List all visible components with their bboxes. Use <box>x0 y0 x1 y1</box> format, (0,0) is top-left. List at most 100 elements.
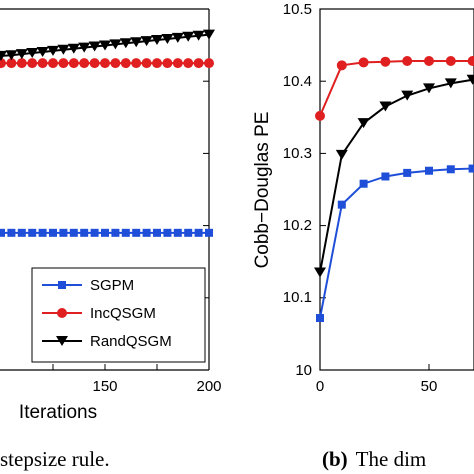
left-data-point-sgpm <box>121 228 130 237</box>
right-data-point-sgpm <box>468 164 474 173</box>
left-data-point-sgpm <box>17 228 26 237</box>
right-caption-label: (b) <box>322 447 348 471</box>
left-data-point-randqsgm <box>26 48 39 59</box>
left-data-point-incqsgm <box>193 58 204 69</box>
left-data-point-incqsgm <box>204 58 214 69</box>
right-data-point-incqsgm <box>336 60 347 71</box>
left-data-point-incqsgm <box>183 58 194 69</box>
left-data-point-randqsgm <box>15 49 28 60</box>
left-data-point-sgpm <box>80 228 89 237</box>
right-caption: (b) The dim <box>322 447 426 471</box>
right-x-tick-label: 0 <box>316 378 324 395</box>
left-data-point-randqsgm <box>130 37 143 48</box>
right-data-point-incqsgm <box>424 55 434 66</box>
right-y-axis-label: Cobb−Douglas PE <box>252 112 273 269</box>
legend-item-sgpm: SGPM <box>42 277 134 294</box>
left-data-point-sgpm <box>184 228 193 237</box>
left-data-point-randqsgm <box>171 32 184 43</box>
left-chart-panel: 150 200 Iterations SGPM IncQSGM RandQSGM… <box>0 8 222 471</box>
right-data-point-randqsgm <box>314 267 326 278</box>
left-x-tick-label: 200 <box>196 378 221 395</box>
left-data-point-randqsgm <box>151 35 163 46</box>
right-data-point-sgpm <box>425 166 433 175</box>
left-data-point-sgpm <box>59 228 68 237</box>
left-caption: stepsize rule. <box>0 447 110 471</box>
left-data-point-sgpm <box>28 228 37 237</box>
left-data-point-incqsgm <box>79 58 90 69</box>
left-data-point-sgpm <box>153 228 161 237</box>
left-data-point-sgpm <box>101 228 109 237</box>
left-data-point-randqsgm <box>109 39 122 50</box>
legend: SGPM IncQSGM RandQSGM <box>31 267 206 363</box>
left-data-point-incqsgm <box>120 58 131 69</box>
left-data-point-sgpm <box>90 228 99 237</box>
left-data-point-randqsgm <box>182 31 195 42</box>
right-data-point-randqsgm <box>401 90 414 101</box>
right-data-point-incqsgm <box>315 110 325 121</box>
left-data-point-randqsgm <box>88 41 101 52</box>
left-data-point-incqsgm <box>48 58 58 69</box>
legend-label-randqsgm: RandQSGM <box>90 333 172 350</box>
right-data-point-sgpm <box>359 179 368 188</box>
right-chart-panel: 10.5 10.4 10.3 10.2 10.1 10 0 50 Cobb−Do… <box>252 1 474 471</box>
left-data-point-randqsgm <box>161 33 174 44</box>
left-data-point-randqsgm <box>192 30 205 41</box>
left-series-group <box>0 29 215 237</box>
right-y-tick-label: 10 <box>295 362 312 379</box>
left-data-point-sgpm <box>7 228 16 237</box>
left-data-point-randqsgm <box>78 42 91 53</box>
left-data-point-randqsgm <box>119 38 132 49</box>
left-data-point-incqsgm <box>162 58 173 69</box>
right-data-point-incqsgm <box>358 57 369 68</box>
right-data-point-randqsgm <box>466 74 474 85</box>
left-data-point-randqsgm <box>0 50 7 61</box>
left-data-point-randqsgm <box>140 36 153 47</box>
left-data-point-incqsgm <box>16 58 27 69</box>
left-data-point-randqsgm <box>67 43 80 54</box>
right-series-group <box>314 55 474 323</box>
legend-label-incqsgm: IncQSGM <box>90 305 156 322</box>
left-data-point-incqsgm <box>58 58 69 69</box>
left-data-point-sgpm <box>194 228 203 237</box>
legend-item-randqsgm: RandQSGM <box>42 333 172 350</box>
right-series-line-sgpm <box>319 167 474 319</box>
right-y-tick-label: 10.1 <box>283 289 312 306</box>
right-data-point-incqsgm <box>445 55 456 66</box>
right-data-point-randqsgm <box>335 149 348 160</box>
right-data-point-sgpm <box>316 314 324 323</box>
legend-item-incqsgm: IncQSGM <box>42 305 156 322</box>
right-axes-box <box>319 8 474 371</box>
right-data-point-incqsgm <box>380 56 391 67</box>
right-data-point-incqsgm <box>467 55 474 66</box>
left-data-point-sgpm <box>205 228 213 237</box>
left-data-point-incqsgm <box>0 58 6 69</box>
left-data-point-incqsgm <box>100 58 110 69</box>
right-data-point-incqsgm <box>402 55 413 66</box>
left-data-point-sgpm <box>111 228 120 237</box>
left-data-point-sgpm <box>38 228 47 237</box>
left-data-point-sgpm <box>69 228 78 237</box>
left-data-point-randqsgm <box>203 29 215 40</box>
left-data-point-sgpm <box>163 228 172 237</box>
right-x-tick-label: 50 <box>421 378 438 395</box>
left-data-point-incqsgm <box>89 58 100 69</box>
left-data-point-randqsgm <box>99 40 111 51</box>
right-data-point-randqsgm <box>357 118 370 129</box>
right-y-tick-label: 10.4 <box>283 73 312 90</box>
left-data-point-incqsgm <box>110 58 121 69</box>
left-data-point-randqsgm <box>36 46 49 57</box>
left-data-point-incqsgm <box>68 58 79 69</box>
left-data-point-randqsgm <box>47 45 59 56</box>
left-tick-marks <box>52 80 210 370</box>
left-data-point-sgpm <box>0 228 5 237</box>
left-data-point-incqsgm <box>37 58 48 69</box>
right-y-tick-label: 10.2 <box>283 217 312 234</box>
left-x-axis-label: Iterations <box>19 402 97 423</box>
left-data-point-incqsgm <box>131 58 142 69</box>
right-data-point-randqsgm <box>444 78 457 89</box>
right-data-point-randqsgm <box>423 83 435 94</box>
right-tick-marks <box>320 80 430 370</box>
right-data-point-randqsgm <box>379 101 392 112</box>
right-data-point-sgpm <box>403 168 412 177</box>
